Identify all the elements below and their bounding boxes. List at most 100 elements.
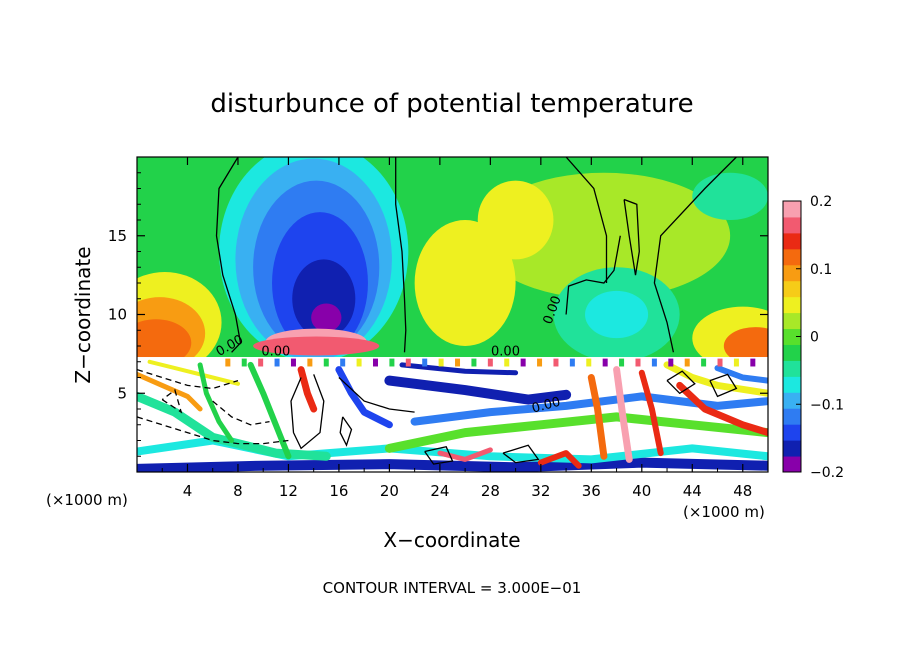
contour-label: 0.00 bbox=[491, 344, 520, 359]
interface-stripe bbox=[684, 358, 690, 367]
colorbar-swatch bbox=[783, 296, 801, 314]
contour-line bbox=[339, 416, 353, 447]
x-tick-label: 44 bbox=[683, 482, 702, 500]
x-tick-label: 20 bbox=[380, 482, 399, 500]
x-tick-label: 48 bbox=[733, 482, 752, 500]
field-patch bbox=[692, 172, 768, 220]
interface-stripe bbox=[290, 358, 296, 367]
field-band bbox=[335, 366, 393, 429]
colorbar-tick-label: 0.2 bbox=[810, 194, 832, 210]
contour-interval-note: CONTOUR INTERVAL = 3.000E−01 bbox=[323, 579, 582, 597]
interface-stripe bbox=[422, 358, 428, 367]
colorbar-swatch bbox=[783, 456, 801, 473]
x-tick-label: 24 bbox=[430, 482, 449, 500]
x-tick-label: 36 bbox=[582, 482, 601, 500]
colorbar-swatch bbox=[783, 344, 801, 361]
y-tick-label: 5 bbox=[117, 384, 127, 402]
contour-line bbox=[290, 374, 325, 450]
contour-label: 0.00 bbox=[261, 344, 290, 359]
colorbar-swatch bbox=[783, 376, 801, 393]
interface-stripe bbox=[504, 358, 510, 367]
interface-stripe bbox=[668, 358, 674, 367]
colorbar-swatch bbox=[783, 440, 801, 457]
interface-stripe bbox=[225, 358, 231, 367]
colorbar-swatch bbox=[783, 248, 801, 266]
contour-line bbox=[137, 368, 239, 390]
field-band bbox=[663, 361, 768, 397]
colorbar-swatch bbox=[783, 280, 801, 298]
field-band bbox=[297, 366, 318, 413]
colorbar-tick-label: −0.2 bbox=[810, 465, 844, 481]
colorbar-swatch bbox=[783, 312, 801, 330]
contour-line bbox=[161, 389, 183, 414]
colorbar-tick-label: −0.1 bbox=[810, 397, 844, 413]
contour-line bbox=[565, 157, 608, 283]
field-band bbox=[410, 392, 768, 426]
interface-stripe bbox=[733, 358, 739, 367]
colorbar-swatch bbox=[783, 360, 801, 377]
interface-stripe bbox=[307, 358, 313, 367]
x-tick-label: 8 bbox=[233, 482, 243, 500]
colorbar-swatch bbox=[783, 424, 801, 441]
colorbar-swatch bbox=[783, 201, 801, 218]
contour-line bbox=[709, 373, 738, 398]
interface-stripe bbox=[537, 358, 543, 367]
interface-stripe bbox=[258, 358, 264, 367]
field-band bbox=[399, 362, 519, 376]
interface-stripe bbox=[586, 358, 592, 367]
interface-stripe bbox=[602, 358, 608, 367]
contour-line bbox=[653, 157, 737, 353]
field-patch bbox=[585, 290, 649, 339]
contour-line bbox=[338, 377, 415, 413]
field-band bbox=[714, 365, 768, 384]
field-patch bbox=[477, 180, 554, 260]
contour-line bbox=[215, 157, 242, 353]
interface-stripe bbox=[750, 358, 756, 367]
interface-stripe bbox=[487, 358, 493, 367]
field-patch bbox=[253, 336, 380, 356]
field-band bbox=[587, 374, 608, 460]
field-band bbox=[384, 375, 572, 405]
interface-stripe bbox=[619, 358, 625, 367]
x-tick-label: 28 bbox=[481, 482, 500, 500]
interface-stripe bbox=[241, 358, 247, 367]
colorbar-swatch bbox=[783, 392, 801, 409]
interface-stripe bbox=[405, 358, 411, 367]
interface-stripe bbox=[651, 358, 657, 367]
x-tick-label: 40 bbox=[632, 482, 651, 500]
field-band bbox=[384, 412, 768, 453]
interface-stripe bbox=[438, 358, 444, 367]
y-tick-label: 10 bbox=[108, 306, 127, 324]
x-unit-right: (×1000 m) bbox=[683, 503, 765, 521]
x-unit-left: (×1000 m) bbox=[46, 491, 128, 509]
interface-stripe bbox=[701, 358, 707, 367]
colorbar-swatch bbox=[783, 232, 801, 250]
chart-title: disturbunce of potential temperature bbox=[210, 89, 693, 119]
x-tick-label: 4 bbox=[183, 482, 193, 500]
x-tick-label: 16 bbox=[329, 482, 348, 500]
field-band bbox=[676, 381, 768, 437]
contour-line bbox=[502, 444, 540, 464]
interface-stripe bbox=[372, 358, 378, 367]
colorbar-tick-label: 0.1 bbox=[810, 262, 832, 278]
interface-stripe bbox=[520, 358, 526, 367]
contour-line bbox=[424, 446, 454, 465]
contour-line bbox=[565, 235, 621, 315]
contour-line bbox=[212, 400, 270, 426]
field-patch bbox=[414, 220, 516, 346]
interface-stripe bbox=[455, 358, 461, 367]
x-tick-label: 12 bbox=[279, 482, 298, 500]
y-tick-label: 15 bbox=[108, 227, 127, 245]
y-axis-label: Z−coordinate bbox=[71, 246, 95, 383]
colorbar-swatch bbox=[783, 328, 801, 345]
x-tick-label: 32 bbox=[531, 482, 550, 500]
field-patch bbox=[311, 303, 342, 332]
interface-stripe bbox=[717, 358, 723, 367]
interface-stripe bbox=[389, 358, 395, 367]
field-patch bbox=[137, 319, 192, 367]
field-band bbox=[137, 457, 768, 472]
interface-stripe bbox=[635, 358, 641, 367]
field-band bbox=[437, 447, 493, 462]
colorbar-tick-label: 0 bbox=[810, 330, 819, 346]
x-axis: 4 8 12 16 20 24 28 32 36 40 44 48 bbox=[161, 157, 752, 500]
